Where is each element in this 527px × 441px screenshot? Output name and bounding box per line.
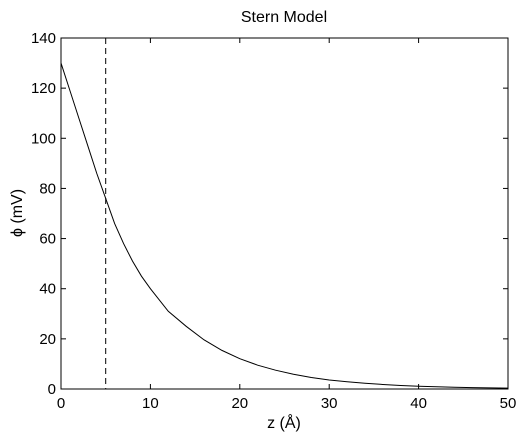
y-tick-label: 60 — [39, 231, 56, 248]
x-tick-label: 10 — [142, 395, 159, 412]
potential-curve — [60, 62, 509, 389]
y-tick-label: 80 — [39, 180, 56, 197]
x-tick-label: 0 — [57, 395, 65, 412]
x-axis-label: z (Å) — [267, 413, 301, 432]
series-group — [60, 62, 509, 389]
y-tick-label: 20 — [39, 331, 56, 348]
plot-area — [60, 37, 509, 390]
y-tick-label: 100 — [31, 130, 56, 147]
y-axis: 0 20 40 60 80 100 120 140 — [31, 30, 508, 398]
y-axis-label: ϕ (mV) — [9, 189, 26, 237]
x-tick-label: 40 — [410, 395, 427, 412]
x-tick-label: 30 — [321, 395, 338, 412]
chart-title: Stern Model — [241, 9, 327, 26]
x-tick-label: 20 — [231, 395, 248, 412]
x-tick-label: 50 — [500, 395, 517, 412]
y-tick-label: 120 — [31, 80, 56, 97]
x-axis: 0 10 20 30 40 50 — [57, 38, 517, 412]
y-tick-label: 140 — [31, 30, 56, 47]
y-tick-label: 40 — [39, 281, 56, 298]
y-tick-label: 0 — [48, 381, 56, 398]
